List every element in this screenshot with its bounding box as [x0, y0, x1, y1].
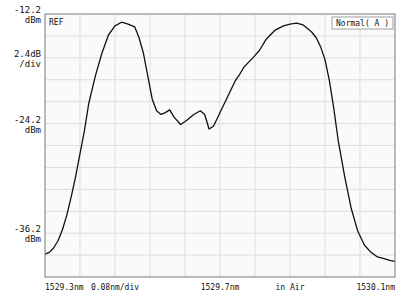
mode-label-box	[332, 17, 393, 29]
x-grid-line	[80, 14, 81, 277]
mode-label: Normal( A )	[332, 17, 393, 29]
bottom-label: 0.08nm/div	[91, 283, 139, 292]
side-label: /div	[19, 59, 41, 69]
spectrum-line	[45, 22, 395, 261]
bottom-label: 1529.7nm	[201, 283, 240, 292]
bottom-label: in Air	[276, 283, 305, 292]
x-grid-line	[185, 14, 186, 277]
x-grid-line	[290, 14, 291, 277]
side-label: -12.2	[14, 5, 41, 15]
x-grid-line	[115, 14, 116, 277]
chart: Normal( A )REF-12.2dBm2.4dB/div-24.2dBm-…	[0, 0, 403, 299]
plot-frame	[45, 14, 395, 277]
data-group	[45, 22, 395, 261]
bottom-label: 1530.1nm	[356, 283, 395, 292]
side-label: 2.4dB	[14, 49, 41, 59]
grid	[45, 14, 395, 277]
plot-area	[45, 14, 395, 277]
x-grid-line	[220, 14, 221, 277]
x-grid-line	[325, 14, 326, 277]
side-label: dBm	[25, 125, 41, 135]
side-label: -36.2	[14, 224, 41, 234]
x-grid-line	[150, 14, 151, 277]
side-label: dBm	[25, 15, 41, 25]
side-label: -24.2	[14, 115, 41, 125]
ref-label: REF	[49, 18, 64, 27]
bottom-label: 1529.3nm	[45, 283, 84, 292]
side-label: dBm	[25, 234, 41, 244]
mode-label-text: Normal( A )	[336, 19, 389, 28]
x-grid-line	[255, 14, 256, 277]
